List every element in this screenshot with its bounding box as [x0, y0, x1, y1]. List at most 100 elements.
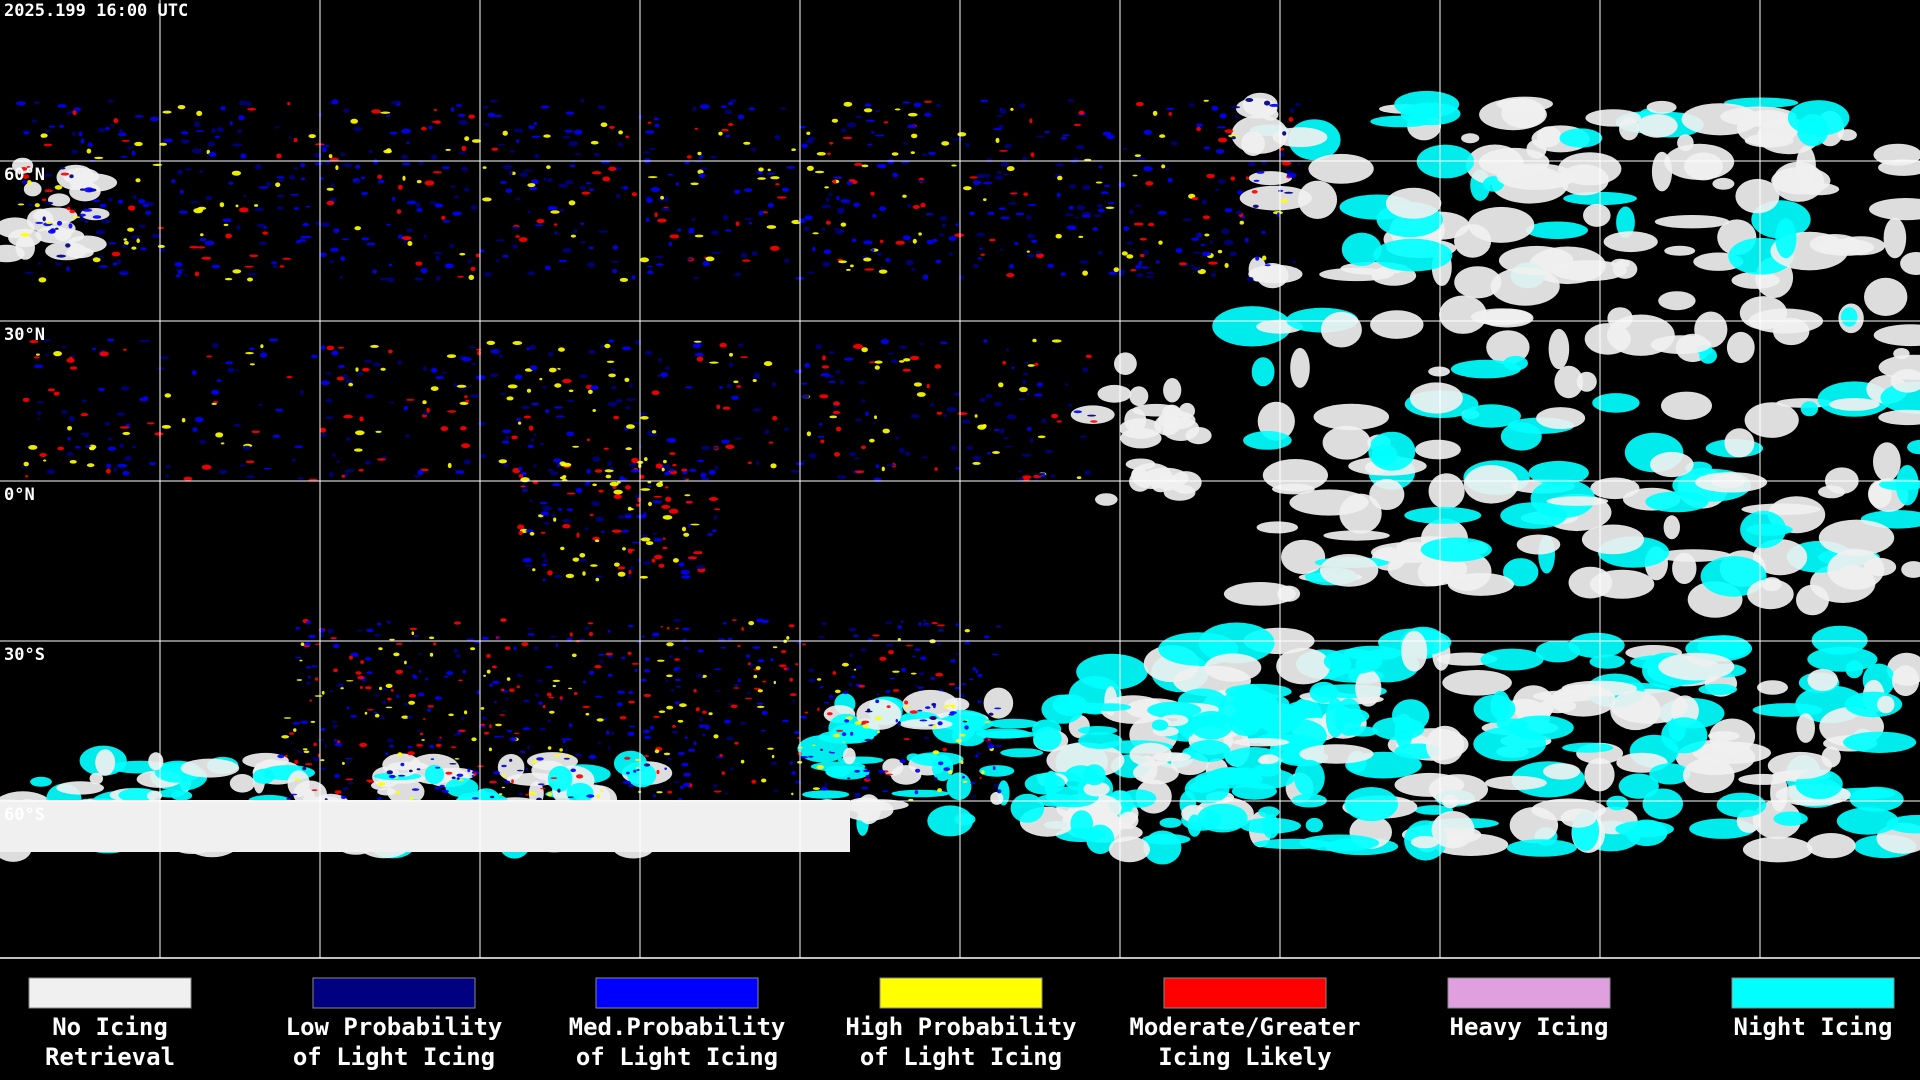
cloud-patch: [645, 217, 650, 222]
cloud-patch: [639, 474, 645, 479]
cloud-patch: [521, 405, 530, 410]
cloud-patch: [86, 463, 95, 468]
cloud-patch: [897, 638, 901, 641]
cloud-patch: [924, 736, 930, 740]
cloud-patch: [443, 675, 449, 678]
cloud-patch: [1123, 147, 1128, 150]
cloud-patch: [1892, 665, 1920, 697]
cloud-patch: [468, 274, 475, 280]
cloud-patch: [747, 662, 751, 665]
cloud-patch: [26, 166, 31, 168]
cloud-patch: [1113, 267, 1120, 273]
cloud-patch: [858, 684, 865, 688]
cloud-patch: [550, 210, 560, 214]
cloud-patch: [801, 143, 808, 148]
cloud-patch: [617, 515, 626, 519]
cloud-patch: [654, 554, 663, 560]
cloud-patch: [700, 472, 707, 478]
cloud-patch: [529, 499, 533, 502]
cloud-patch: [453, 383, 458, 388]
cloud-patch: [194, 271, 200, 277]
cloud-patch: [349, 655, 353, 660]
cloud-patch: [942, 747, 947, 752]
cloud-patch: [403, 702, 409, 706]
cloud-patch: [53, 351, 62, 357]
cloud-patch: [872, 634, 880, 637]
cloud-patch: [228, 181, 234, 185]
cloud-patch: [937, 624, 945, 627]
cloud-patch: [395, 791, 401, 794]
cloud-patch: [445, 771, 453, 775]
cloud-patch: [1133, 761, 1179, 785]
cloud-patch: [1901, 561, 1920, 578]
cloud-patch: [600, 530, 605, 533]
cloud-patch: [616, 399, 623, 403]
cloud-patch: [1344, 787, 1399, 822]
cloud-patch: [1257, 401, 1295, 441]
cloud-patch: [520, 477, 530, 483]
cloud-patch: [331, 99, 339, 105]
cloud-patch: [737, 645, 741, 647]
cloud-patch: [666, 642, 674, 647]
cloud-patch: [54, 185, 63, 190]
cloud-patch: [670, 689, 675, 692]
cloud-patch: [138, 224, 146, 228]
cloud-patch: [827, 152, 831, 155]
cloud-patch: [1322, 425, 1372, 460]
cloud-patch: [696, 674, 704, 678]
cloud-patch: [610, 385, 617, 390]
cloud-patch: [819, 422, 823, 426]
cloud-patch: [320, 380, 330, 386]
cloud-patch: [508, 170, 513, 176]
cloud-patch: [864, 103, 872, 107]
cloud-patch: [863, 240, 873, 245]
cloud-patch: [762, 680, 767, 683]
cloud-patch: [1081, 214, 1092, 218]
cloud-patch: [588, 389, 593, 394]
cloud-patch: [608, 166, 617, 171]
cloud-patch: [705, 256, 715, 262]
cloud-patch: [441, 371, 447, 374]
latitude-label: 30°N: [4, 325, 45, 345]
cloud-patch: [1807, 668, 1838, 692]
cloud-patch: [1202, 215, 1211, 220]
cloud-patch: [651, 637, 655, 640]
cloud-patch: [297, 751, 304, 754]
cloud-patch: [332, 724, 338, 727]
cloud-patch: [903, 738, 911, 741]
cloud-patch: [938, 629, 945, 632]
cloud-patch: [661, 504, 671, 509]
cloud-patch: [22, 174, 30, 180]
cloud-patch: [757, 689, 763, 693]
cloud-patch: [1256, 171, 1265, 174]
cloud-patch: [483, 123, 491, 126]
cloud-patch: [1262, 459, 1328, 492]
cloud-patch: [640, 416, 649, 420]
cloud-patch: [359, 686, 363, 689]
legend-swatch: [595, 977, 759, 1009]
cloud-patch: [1559, 128, 1603, 148]
cloud-patch: [180, 758, 240, 778]
cloud-patch: [427, 705, 435, 708]
cloud-patch: [478, 725, 486, 728]
cloud-patch: [521, 489, 528, 492]
cloud-patch: [606, 360, 615, 363]
cloud-patch: [502, 254, 509, 258]
cloud-patch: [585, 481, 591, 485]
cloud-patch: [1281, 539, 1326, 575]
cloud-patch: [1869, 198, 1920, 221]
cloud-patch: [354, 226, 362, 231]
cloud-patch: [1264, 264, 1271, 267]
cloud-patch: [555, 643, 558, 648]
cloud-patch: [835, 370, 841, 374]
cloud-patch: [522, 727, 531, 730]
cloud-patch: [396, 694, 400, 698]
cloud-patch: [1078, 732, 1123, 749]
cloud-patch: [66, 452, 74, 457]
cloud-patch: [741, 627, 744, 631]
cloud-patch: [643, 693, 652, 698]
cloud-patch: [211, 128, 216, 134]
cloud-patch: [509, 688, 515, 692]
cloud-patch: [558, 183, 569, 188]
